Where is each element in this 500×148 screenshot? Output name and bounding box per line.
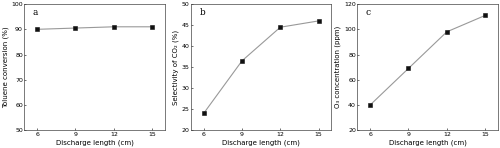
- Y-axis label: Selectivity of CO₂ (%): Selectivity of CO₂ (%): [172, 30, 179, 105]
- Text: b: b: [200, 8, 205, 17]
- Y-axis label: O₃ concentration (ppm): O₃ concentration (ppm): [335, 26, 342, 108]
- X-axis label: Discharge length (cm): Discharge length (cm): [388, 139, 466, 146]
- X-axis label: Discharge length (cm): Discharge length (cm): [56, 139, 134, 146]
- Text: c: c: [366, 8, 371, 17]
- Y-axis label: Toluene conversion (%): Toluene conversion (%): [2, 26, 8, 108]
- X-axis label: Discharge length (cm): Discharge length (cm): [222, 139, 300, 146]
- Text: a: a: [33, 8, 38, 17]
